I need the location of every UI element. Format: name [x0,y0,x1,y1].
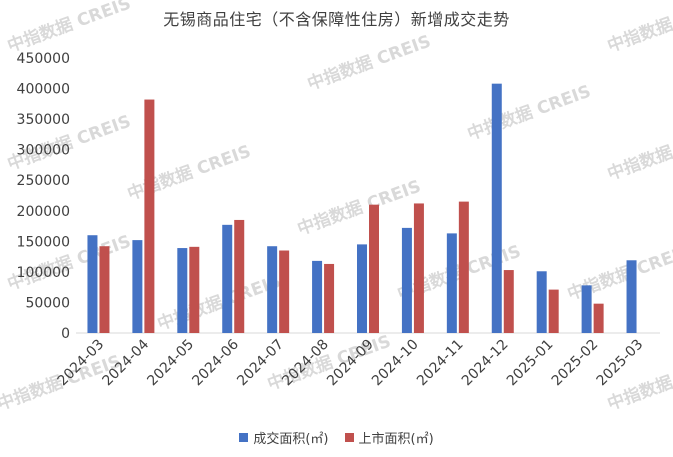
watermark-text: 中指数据 CREIS [155,271,284,335]
bar-listed-2024-07 [279,250,290,333]
bar-traded-2024-04 [132,240,143,333]
bar-listed-2024-10 [413,203,424,333]
x-tick-label: 2024-11 [414,337,467,390]
bars [87,83,637,334]
y-tick-label: 150000 [17,234,70,250]
bar-listed-2024-04 [144,99,155,333]
x-tick-label: 2025-03 [594,337,647,390]
bar-listed-2024-09 [369,204,379,333]
bar-traded-2024-07 [267,246,278,333]
bar-listed-2025-01 [548,289,559,333]
bar-traded-2024-08 [312,260,323,333]
watermark-text: 中指数据 CREIS [265,331,394,395]
bar-traded-2025-03 [626,260,637,333]
x-tick-label: 2024-12 [459,337,512,390]
chart-title: 无锡商品住宅（不含保障性住房）新增成交走势 [163,10,510,29]
bar-traded-2024-05 [177,248,188,333]
bar-traded-2024-11 [446,233,457,333]
watermark-text: 中指数据 CREIS [5,0,134,57]
y-tick-label: 0 [61,326,70,342]
bar-traded-2025-01 [536,271,547,333]
bar-listed-2024-06 [234,219,245,333]
legend-swatch [239,433,249,442]
y-tick-label: 400000 [17,82,70,98]
x-tick-label: 2025-01 [504,337,557,390]
y-tick-label: 450000 [17,51,70,67]
y-tick-label: 250000 [17,173,70,189]
watermark-text: 中指数据 CREIS [605,0,673,57]
legend-label: 上市面积(㎡) [358,432,434,447]
x-tick-label: 2024-05 [144,337,197,390]
legend: 成交面积(㎡) 上市面积(㎡) [0,428,673,447]
bar-traded-2024-03 [87,235,98,333]
legend-swatch [344,433,354,442]
bar-listed-2024-03 [99,246,110,333]
x-tick-label: 2024-06 [189,336,242,389]
bar-listed-2024-11 [458,201,469,333]
y-tick-label: 200000 [17,204,70,220]
y-tick-label: 100000 [17,265,70,281]
watermark-text: 中指数据 CREIS [565,241,673,305]
bar-listed-2024-08 [324,263,335,333]
legend-label: 成交面积(㎡) [253,432,329,447]
watermark-text: 中指数据 CREIS [605,121,673,185]
bar-traded-2024-06 [222,224,233,333]
watermark-text: 中指数据 CREIS [305,31,434,95]
watermark-text: 中指数据 CREIS [465,81,594,145]
x-tick-label: 2025-02 [549,337,602,390]
legend-item-series-1: 上市面积(㎡) [344,428,434,447]
bar-traded-2025-02 [581,285,592,333]
bar-listed-2025-02 [593,303,604,333]
y-tick-label: 300000 [17,143,70,159]
bar-traded-2024-12 [491,83,502,334]
y-tick-label: 50000 [25,295,70,311]
bar-traded-2024-09 [357,244,367,333]
bar-traded-2024-10 [401,227,412,333]
legend-item-series-0: 成交面积(㎡) [239,428,329,447]
watermark-text: 中指数据 CREIS [125,141,254,205]
bar-listed-2024-12 [503,270,514,333]
y-tick-label: 350000 [17,112,70,128]
bar-listed-2024-05 [189,246,200,333]
